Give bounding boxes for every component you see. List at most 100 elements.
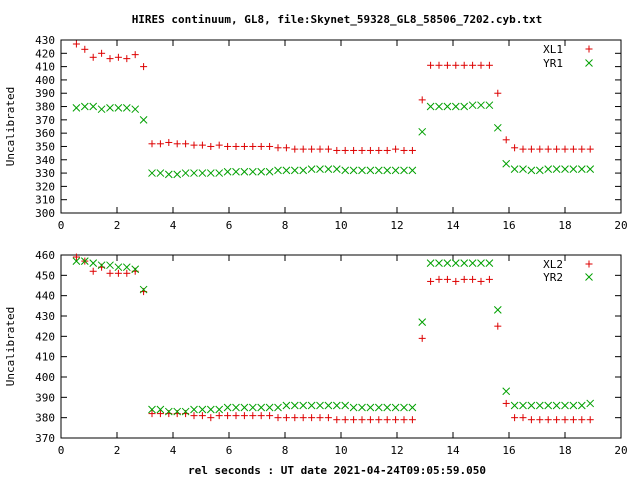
data-point	[216, 406, 223, 413]
plot-frame	[61, 40, 621, 213]
y-tick-label: 410	[35, 61, 55, 74]
y-axis-label: Uncalibrated	[4, 307, 17, 386]
data-point	[570, 146, 577, 153]
data-point	[536, 146, 543, 153]
data-point	[258, 143, 265, 150]
y-tick-label: 420	[35, 47, 55, 60]
y-tick-label: 390	[35, 391, 55, 404]
data-point	[461, 276, 468, 283]
data-point	[367, 404, 374, 411]
data-point	[207, 406, 214, 413]
data-point	[461, 103, 468, 110]
data-point	[149, 140, 156, 147]
data-point	[401, 416, 408, 423]
data-point	[375, 416, 382, 423]
data-point	[528, 167, 535, 174]
data-point	[266, 168, 273, 175]
data-point	[419, 96, 426, 103]
data-point	[375, 404, 382, 411]
data-point	[461, 260, 468, 267]
data-point	[486, 276, 493, 283]
x-axis-label: rel seconds : UT date 2021-04-24T09:05:5…	[188, 464, 486, 477]
data-point	[570, 416, 577, 423]
data-point	[469, 62, 476, 69]
data-point	[81, 46, 88, 53]
x-tick-label: 0	[58, 444, 65, 457]
data-point	[165, 139, 172, 146]
y-tick-label: 460	[35, 249, 55, 262]
data-point	[392, 416, 399, 423]
data-point	[115, 270, 122, 277]
data-point	[275, 144, 282, 151]
data-point	[409, 147, 416, 154]
data-point	[587, 146, 594, 153]
data-point	[300, 402, 307, 409]
data-point	[291, 414, 298, 421]
data-point	[553, 402, 560, 409]
data-point	[562, 416, 569, 423]
data-point	[578, 416, 585, 423]
data-point	[452, 260, 459, 267]
data-point	[342, 402, 349, 409]
data-point	[123, 55, 130, 62]
data-point	[419, 335, 426, 342]
data-point	[241, 143, 248, 150]
data-point	[553, 416, 560, 423]
y-tick-label: 390	[35, 87, 55, 100]
data-point	[469, 276, 476, 283]
data-point	[157, 140, 164, 147]
data-point	[436, 276, 443, 283]
data-point	[233, 143, 240, 150]
data-point	[308, 414, 315, 421]
data-point	[333, 166, 340, 173]
data-point	[359, 404, 366, 411]
data-point	[199, 170, 206, 177]
data-point	[182, 140, 189, 147]
data-point	[478, 102, 485, 109]
data-point	[174, 171, 181, 178]
data-point	[562, 146, 569, 153]
y-tick-label: 420	[35, 330, 55, 343]
data-point	[545, 402, 552, 409]
data-point	[317, 166, 324, 173]
data-point	[249, 143, 256, 150]
data-point	[90, 268, 97, 275]
data-point	[266, 412, 273, 419]
data-point	[486, 260, 493, 267]
data-point	[249, 168, 256, 175]
data-point	[359, 147, 366, 154]
y-tick-label: 320	[35, 180, 55, 193]
data-point	[520, 166, 527, 173]
data-point	[123, 104, 130, 111]
x-tick-label: 6	[226, 219, 233, 232]
data-point	[384, 147, 391, 154]
series-XL2	[73, 254, 594, 424]
y-tick-label: 300	[35, 207, 55, 220]
data-point	[157, 170, 164, 177]
data-point	[384, 404, 391, 411]
data-point	[98, 106, 105, 113]
data-point	[520, 402, 527, 409]
data-point	[325, 166, 332, 173]
legend-label: YR2	[543, 271, 563, 284]
data-point	[149, 170, 156, 177]
data-point	[419, 128, 426, 135]
y-tick-label: 360	[35, 127, 55, 140]
data-point	[191, 170, 198, 177]
data-point	[511, 414, 518, 421]
data-point	[275, 404, 282, 411]
data-point	[578, 146, 585, 153]
data-point	[90, 260, 97, 267]
data-point	[436, 103, 443, 110]
y-tick-label: 400	[35, 371, 55, 384]
data-point	[182, 170, 189, 177]
data-point	[157, 410, 164, 417]
data-point	[115, 264, 122, 271]
x-tick-label: 8	[282, 219, 289, 232]
data-point	[233, 412, 240, 419]
data-point	[283, 167, 290, 174]
data-point	[107, 262, 114, 269]
x-tick-label: 8	[282, 444, 289, 457]
data-point	[409, 167, 416, 174]
